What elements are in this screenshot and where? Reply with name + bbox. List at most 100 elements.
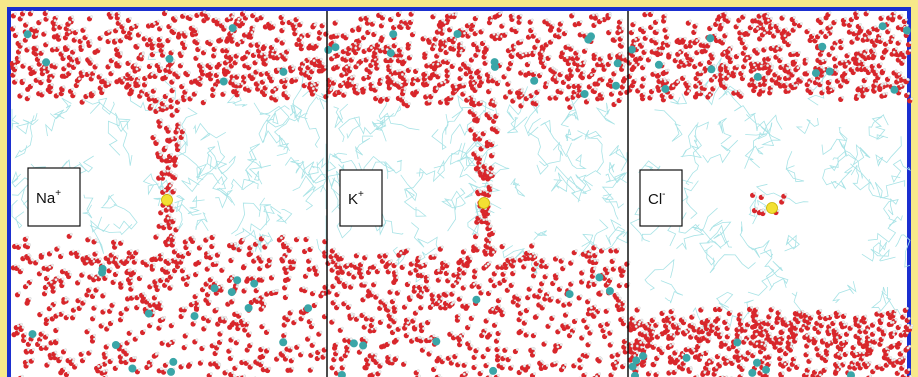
water-hydrogen: [104, 309, 107, 312]
water-hydrogen: [595, 22, 598, 25]
water-hydrogen: [333, 319, 336, 322]
water-hydrogen: [184, 276, 187, 279]
water-hydrogen: [58, 246, 61, 249]
water-hydrogen: [378, 65, 381, 68]
water-hydrogen: [294, 22, 297, 25]
water-hydrogen: [93, 334, 96, 337]
water-hydrogen: [488, 139, 491, 142]
water-hydrogen: [532, 243, 535, 246]
water-hydrogen: [538, 89, 541, 92]
water-hydrogen: [124, 28, 127, 31]
water-hydrogen: [322, 293, 325, 296]
water-hydrogen: [312, 87, 315, 90]
water-hydrogen: [286, 56, 289, 59]
water-hydrogen: [97, 287, 100, 290]
water-hydrogen: [205, 326, 208, 329]
water-hydrogen: [311, 43, 314, 46]
water-hydrogen: [498, 12, 501, 15]
water-hydrogen: [163, 340, 166, 343]
water-hydrogen: [192, 301, 195, 304]
water-hydrogen: [338, 33, 341, 36]
water-hydrogen: [533, 352, 536, 355]
water-hydrogen: [192, 236, 195, 239]
water-hydrogen: [524, 264, 527, 267]
water-hydrogen: [217, 72, 220, 75]
water-hydrogen: [534, 332, 537, 335]
water-hydrogen: [183, 268, 186, 271]
water-hydrogen: [20, 323, 23, 326]
water-hydrogen: [270, 257, 273, 260]
water-hydrogen: [613, 353, 616, 356]
water-hydrogen: [69, 273, 72, 276]
water-hydrogen: [165, 10, 168, 13]
water-hydrogen: [373, 21, 376, 24]
water-hydrogen: [45, 31, 48, 34]
water-hydrogen: [214, 53, 217, 56]
water-hydrogen: [461, 75, 464, 78]
water-hydrogen: [533, 51, 536, 54]
water-hydrogen: [170, 153, 173, 156]
water-hydrogen: [204, 50, 207, 53]
water-hydrogen: [236, 285, 239, 288]
water-hydrogen: [534, 71, 537, 74]
water-hydrogen: [277, 356, 280, 359]
water-hydrogen: [405, 304, 408, 307]
water-hydrogen: [297, 236, 300, 239]
water-hydrogen: [623, 84, 626, 87]
water-hydrogen: [593, 273, 596, 276]
water-hydrogen: [515, 294, 518, 297]
water-hydrogen: [360, 25, 363, 28]
water-hydrogen: [262, 277, 265, 280]
water-hydrogen: [489, 88, 492, 91]
water-hydrogen: [138, 369, 141, 372]
water-hydrogen: [109, 38, 112, 41]
water-hydrogen: [601, 322, 604, 325]
water-hydrogen: [381, 48, 384, 51]
water-hydrogen: [24, 337, 27, 340]
water-hydrogen: [208, 15, 211, 18]
water-hydrogen: [369, 269, 372, 272]
water-hydrogen: [475, 244, 478, 247]
water-hydrogen: [570, 301, 573, 304]
water-hydrogen: [527, 332, 530, 335]
water-hydrogen: [234, 319, 237, 322]
water-hydrogen: [610, 277, 613, 280]
water-hydrogen: [283, 40, 286, 43]
water-hydrogen: [265, 244, 268, 247]
water-hydrogen: [394, 24, 397, 27]
water-hydrogen: [549, 21, 552, 24]
water-hydrogen: [173, 242, 176, 245]
water-hydrogen: [475, 112, 478, 115]
water-hydrogen: [73, 315, 76, 318]
water-hydrogen: [747, 335, 750, 338]
water-hydrogen: [487, 318, 490, 321]
water-hydrogen: [56, 339, 59, 342]
water-hydrogen: [160, 368, 163, 371]
water-hydrogen: [492, 141, 495, 144]
water-hydrogen: [193, 238, 196, 241]
water-hydrogen: [383, 15, 386, 18]
water-hydrogen: [383, 35, 386, 38]
water-hydrogen: [204, 99, 207, 102]
water-hydrogen: [35, 69, 38, 72]
water-hydrogen: [618, 53, 621, 56]
water-hydrogen: [160, 301, 163, 304]
water-hydrogen: [495, 271, 498, 274]
water-hydrogen: [185, 307, 188, 310]
water-hydrogen: [409, 67, 412, 70]
water-hydrogen: [843, 362, 846, 365]
water-hydrogen: [181, 63, 184, 66]
water-hydrogen: [400, 252, 403, 255]
water-hydrogen: [361, 270, 364, 273]
water-hydrogen: [237, 88, 240, 91]
water-hydrogen: [573, 94, 576, 97]
water-hydrogen: [395, 52, 398, 55]
water-hydrogen: [91, 274, 94, 277]
water-hydrogen: [256, 297, 259, 300]
water-hydrogen: [523, 365, 526, 368]
water-hydrogen: [420, 292, 423, 295]
water-hydrogen: [290, 247, 293, 250]
water-hydrogen: [286, 294, 289, 297]
water-hydrogen: [262, 236, 265, 239]
water-hydrogen: [494, 78, 497, 81]
